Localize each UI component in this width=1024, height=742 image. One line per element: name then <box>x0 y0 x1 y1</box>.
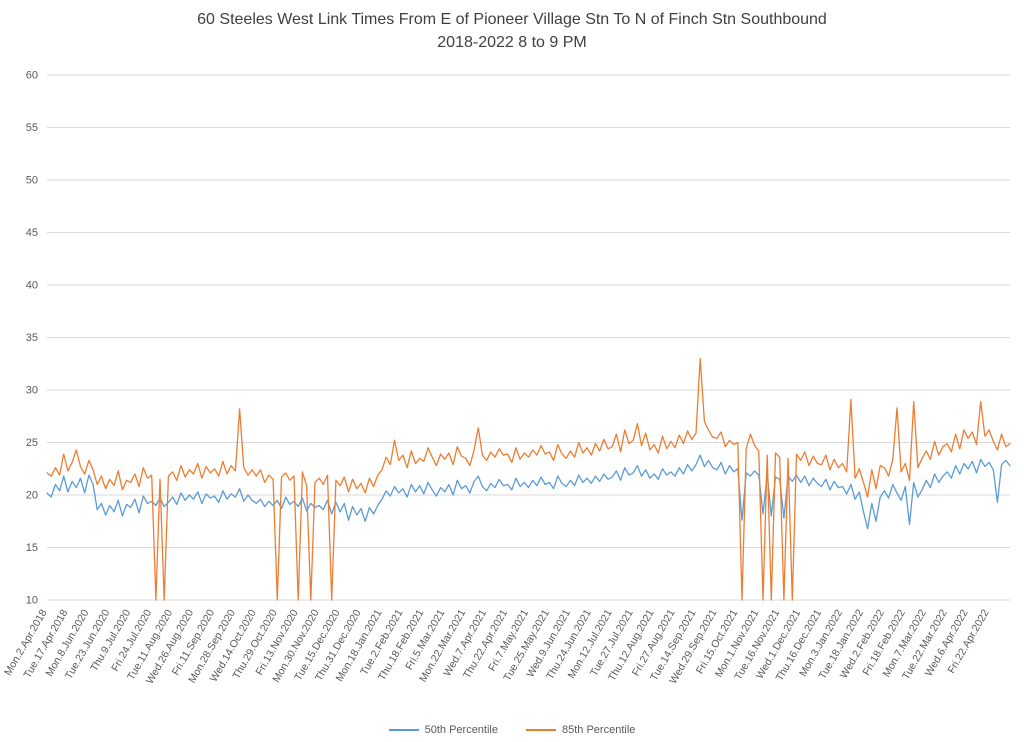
svg-text:20: 20 <box>26 490 38 502</box>
legend-label-85th: 85th Percentile <box>562 724 636 736</box>
chart-title: 60 Steeles West Link Times From E of Pio… <box>0 8 1024 54</box>
svg-text:45: 45 <box>26 227 38 239</box>
svg-text:50: 50 <box>26 175 38 187</box>
svg-text:10: 10 <box>26 595 38 607</box>
legend-label-50th: 50th Percentile <box>424 724 498 736</box>
legend-line-50th-icon <box>388 729 419 731</box>
svg-text:35: 35 <box>26 332 38 344</box>
svg-text:40: 40 <box>26 280 38 292</box>
svg-text:55: 55 <box>26 122 38 134</box>
svg-text:25: 25 <box>26 437 38 449</box>
legend-item-85th-percentile: 85th Percentile <box>526 724 635 736</box>
chart-legend: 50th Percentile 85th Percentile <box>0 724 1024 736</box>
legend-line-85th-icon <box>526 729 556 731</box>
chart-title-line1: 60 Steeles West Link Times From E of Pio… <box>197 11 827 28</box>
legend-item-50th-percentile: 50th Percentile <box>388 724 498 736</box>
svg-text:15: 15 <box>26 542 38 554</box>
svg-text:60: 60 <box>26 70 38 82</box>
svg-text:30: 30 <box>26 385 38 397</box>
chart-title-line2: 2018-2022 8 to 9 PM <box>437 34 587 52</box>
